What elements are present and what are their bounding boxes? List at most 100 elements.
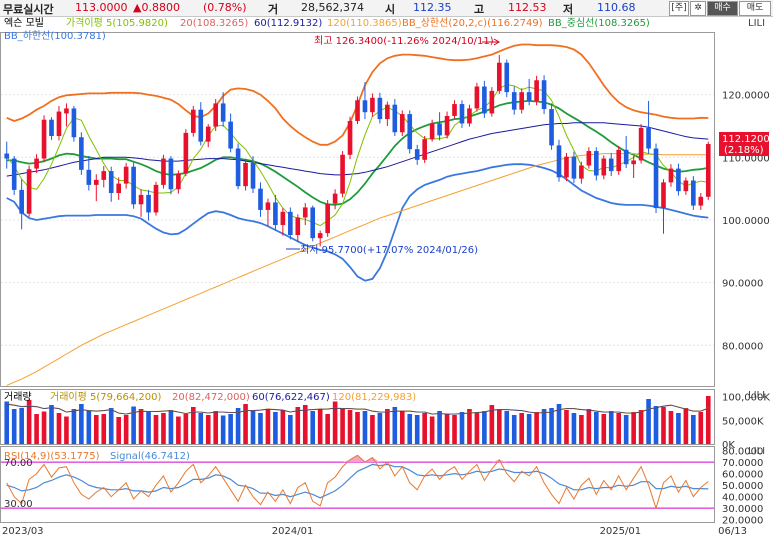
volume-bar (161, 413, 166, 444)
volume-value: 28,562,374 (301, 1, 364, 14)
rsi-70-label: 70.00 (4, 458, 33, 469)
candle-body (310, 207, 316, 239)
bb-lower-line (6, 163, 709, 282)
price-tick-label: 120.0000 (722, 91, 770, 102)
candle-body (519, 92, 525, 110)
volume-bar (534, 412, 539, 444)
candle-body (26, 169, 32, 214)
price-panel-title: 엑슨 모빌 (4, 17, 44, 29)
candle-body (325, 203, 330, 234)
volume-bar (228, 414, 233, 444)
volume-bar (273, 412, 278, 444)
candle-body (123, 166, 129, 184)
volume-bar (34, 414, 39, 444)
candle-body (243, 162, 248, 187)
volume-bar (601, 414, 607, 444)
volume-bar (377, 413, 383, 444)
candle-body (534, 80, 539, 101)
volume-bar (71, 409, 77, 444)
candle-body (496, 62, 502, 91)
volume-bar (250, 411, 256, 444)
volume-bar (79, 404, 84, 444)
current-price-tag-value: 112.1200 (722, 134, 770, 145)
candle-body (220, 103, 226, 122)
volume-bar (213, 411, 219, 444)
sell-button[interactable]: 매도 (739, 1, 771, 16)
candle-body (474, 86, 480, 109)
candle-body (631, 160, 636, 165)
candle-body (93, 179, 99, 185)
volume-bar (340, 408, 345, 444)
volume-bar (385, 409, 390, 444)
volume-bar (41, 411, 47, 444)
candle-body (250, 162, 256, 189)
stock-chart[interactable]: 70.00 30.00 120.0000 110.0000 100.0000 90.00… (0, 16, 773, 537)
candle-body (228, 121, 233, 149)
candle-body (362, 100, 368, 113)
candle-body (317, 233, 323, 239)
candle-body (638, 127, 644, 161)
settings-icon[interactable]: ✲ (690, 1, 706, 16)
candle-body (407, 114, 413, 150)
candle-body (541, 80, 547, 110)
candle-body (355, 100, 360, 121)
volume-bar (467, 409, 472, 444)
volume-panel-toggle[interactable]: LILI (748, 390, 765, 401)
volume-bar (176, 416, 181, 444)
candle-body (698, 196, 704, 206)
rsi-panel-toggle[interactable]: LILI (748, 446, 765, 457)
volume-bar (138, 409, 144, 444)
candle-body (190, 109, 196, 133)
price-panel-toggle[interactable]: LILI (748, 18, 765, 29)
low-label: 저 (563, 3, 574, 16)
volume-bar (608, 411, 614, 444)
volume-bar (26, 400, 32, 444)
candle-body (168, 158, 174, 190)
ma60-line (6, 122, 709, 177)
buy-button[interactable]: 매수 (707, 1, 738, 16)
low-annotation: 최저 95.7700(+17.07% 2024/01/26) (300, 244, 478, 256)
volume-bar (437, 411, 442, 444)
rsi-30-label: 30.00 (4, 499, 33, 510)
volume-label: 거 (268, 3, 279, 16)
ma120-line (6, 153, 709, 386)
candle-body (377, 97, 383, 120)
candle-body (19, 189, 24, 214)
candle-body (183, 132, 189, 174)
volume-bar (49, 405, 54, 444)
current-price-tag (719, 132, 769, 156)
volume-bar (243, 404, 248, 444)
candle-body (340, 154, 345, 194)
volume-bar (295, 407, 301, 444)
candle-body (116, 183, 121, 194)
rsi-tick-label: 30.0000 (722, 504, 763, 515)
volume-bar (646, 399, 651, 444)
price-tick-label: 100.0000 (722, 216, 770, 227)
low-value: 110.68 (597, 1, 636, 14)
legend-vol60: 60(76,622,467) (252, 392, 330, 403)
candle-body (385, 104, 390, 120)
candle-body (459, 104, 465, 124)
volume-ma60-line (6, 403, 709, 415)
volume-bar (511, 415, 517, 444)
candle-body (64, 108, 69, 114)
stock-type-button[interactable]: [주] (669, 1, 689, 16)
volume-tick-label: 0K (722, 440, 735, 451)
quote-bar: 무료실시간 113.0000 ▲0.8800 (0.78%) 거 28,562,… (0, 0, 773, 17)
candle-body (594, 151, 599, 176)
volume-bar (153, 415, 159, 444)
candle-body (429, 123, 435, 140)
price-tick-label: 110.0000 (722, 153, 770, 164)
volume-bar (131, 406, 136, 444)
volume-bar (11, 409, 17, 444)
volume-bar (4, 401, 10, 444)
legend-bb-mid: BB_중심선(108.3265) (548, 17, 650, 29)
realtime-label: 무료실시간 (3, 3, 54, 16)
volume-bar (190, 407, 196, 444)
legend-ma20: 20(108.3265) (180, 18, 248, 29)
volume-bar (220, 415, 226, 444)
volume-bar (676, 413, 681, 444)
signal-line (6, 463, 709, 499)
volume-bar (564, 410, 569, 444)
legend-vol-ma5: 거래이평 5(79,664,200) (50, 391, 161, 403)
